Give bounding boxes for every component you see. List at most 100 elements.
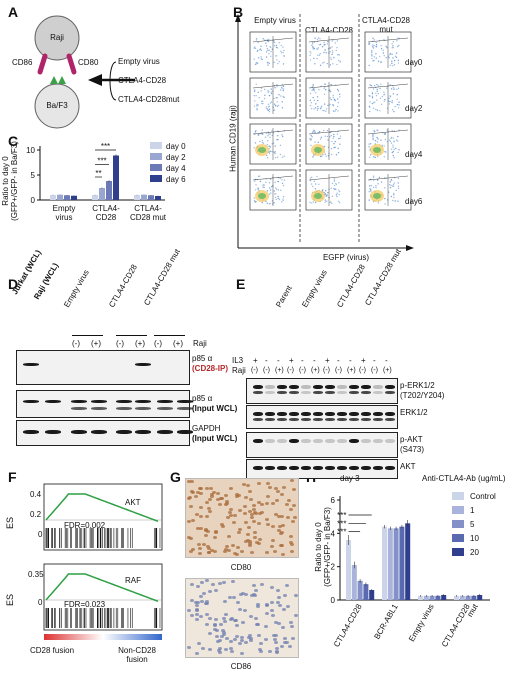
blot-band-e [301,418,311,421]
blot-band-e [361,439,371,443]
flow-dot [256,109,258,111]
flow-dot [330,98,333,101]
flow-dot [372,179,375,181]
flow-dot [382,49,384,52]
western-blot-strip [16,390,193,418]
blot-band-e [277,466,287,470]
flow-dot [268,182,271,184]
ihc-cell [293,593,298,597]
flow-dot [265,56,268,58]
blot-band-e [337,466,347,470]
ihc-cell [289,625,294,629]
construct-ctla4-cd28: CTLA4-CD28 [118,76,167,85]
flow-dot [326,135,329,138]
ihc-cell [227,511,232,515]
blot-band-e [373,439,383,443]
flow-dot [271,48,274,50]
flow-dot [333,184,336,187]
flow-dot [264,136,267,138]
ihc-cell [202,591,207,595]
flow-dot [398,101,400,103]
flow-dot [277,197,279,200]
flow-dot [273,61,275,64]
chart-c-legend-label: day 6 [166,175,186,184]
flow-dot [372,37,374,40]
blot-band-e [277,412,287,416]
flow-dot [335,49,337,52]
ihc-cell [257,537,262,541]
gsea-akt-label: AKT [125,498,141,507]
ihc-cell [200,647,205,651]
flow-dot [311,185,314,188]
flow-dot [397,151,399,154]
construct-empty: Empty virus [118,57,160,66]
flow-dot [311,43,314,45]
ihc-cell [194,652,199,656]
flow-dot [375,186,377,189]
flow-dot [384,150,386,153]
cd80-ligand [66,53,77,75]
lane-group-line [72,335,103,336]
ihc-cell [267,650,272,654]
ihc-cell [222,580,227,584]
ihc-cell [277,604,282,608]
ihc-cell [240,651,245,655]
blot-band-e [289,412,299,416]
flow-dot [315,92,317,94]
chart-h-ylabel-line2: (GFP+/GFP- in Ba/F3) [323,507,332,587]
ihc-cell [216,497,221,501]
ihc-cell [224,647,229,651]
ihc-cell [253,512,258,516]
ihc-cell [249,594,254,598]
flow-dot [332,105,335,107]
flow-dot [257,188,259,191]
ihc-cell [194,608,199,612]
blot-band-e [289,391,299,394]
flow-dot [273,45,276,47]
chart-c-bar [106,181,112,200]
flow-dot [372,88,375,90]
flow-dot [391,47,393,49]
flow-dot [380,44,382,47]
blot-label-name: p85 α [192,354,213,363]
ihc-cell [239,549,244,553]
ihc-cell [235,494,240,498]
chart-c-legend-label: day 4 [166,164,186,173]
ihc-cell [223,600,228,604]
blot-band-e [253,391,263,394]
blot-band [71,400,87,403]
flow-dot [380,139,382,141]
ihc-cell [263,624,268,628]
chart-h-bar [346,540,351,600]
blot-band [23,430,39,434]
chart-h-bar [351,565,357,600]
ihc-cell [204,501,209,505]
flow-dot [389,187,392,189]
ihc-cell [248,638,253,642]
blot-band [177,430,193,434]
blot-band-e [337,412,347,416]
flow-dot [333,56,335,59]
flow-dot [332,137,334,139]
ihc-cell [189,614,194,618]
flow-dot [276,83,278,86]
chart-c-category-label: Empty [53,204,76,213]
flow-dot [397,185,400,188]
blot-band [91,407,107,410]
ihc-cell [240,591,245,595]
flow-dot [271,134,273,137]
flow-dot [386,129,388,131]
gsea-ylabel-bottom: ES [5,593,16,607]
flow-dot [313,41,316,43]
chart-h-bar [357,580,363,600]
flow-dot [371,55,373,57]
gsea-raf-curve [45,573,159,603]
ihc-cell [219,497,224,501]
flow-dot [267,64,269,66]
ihc-cell [237,608,242,611]
flow-dot [279,153,282,156]
flow-dot [395,189,398,192]
flow-dot [397,135,399,138]
flow-dot [321,46,324,48]
blot-band-e [325,391,335,394]
